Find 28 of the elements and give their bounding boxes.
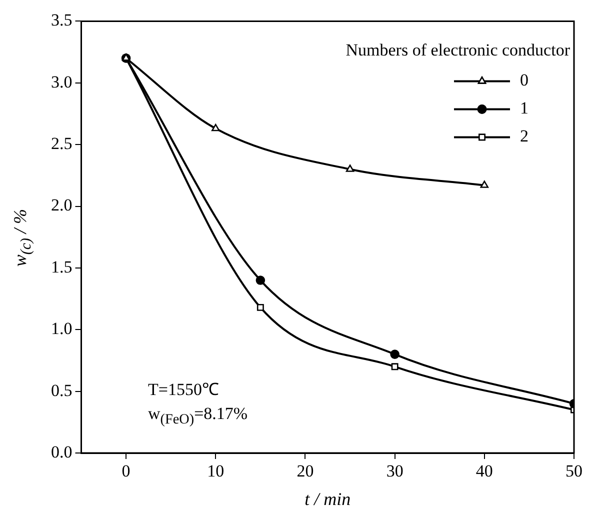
point xyxy=(212,124,220,132)
x-tick-label: 40 xyxy=(476,462,493,481)
y-tick-label: 3.5 xyxy=(51,10,72,30)
y-tick-label: 1.5 xyxy=(51,257,72,276)
point xyxy=(256,276,266,285)
x-tick-label: 20 xyxy=(296,462,314,481)
legend-label: 0 xyxy=(520,70,528,90)
y-tick-label: 0.0 xyxy=(51,442,72,462)
x-axis-title: t / min xyxy=(304,488,351,509)
x-tick-label: 30 xyxy=(386,462,404,481)
legend-title: Numbers of electronic conductor xyxy=(346,40,570,60)
point xyxy=(346,164,354,172)
y-tick-label: 1.0 xyxy=(51,319,72,338)
point xyxy=(391,363,398,370)
annotation: T=1550℃ xyxy=(148,379,220,401)
point xyxy=(480,180,489,188)
x-tick-label: 0 xyxy=(122,462,130,481)
annotation: w$_{(FeO)}$=8.17% xyxy=(148,403,248,430)
point xyxy=(256,304,264,311)
y-tick-label: 2.5 xyxy=(51,134,72,154)
legend-label: 1 xyxy=(520,98,528,118)
point xyxy=(390,350,400,359)
y-tick-label: 3.0 xyxy=(51,72,72,92)
y-tick-label: 2.0 xyxy=(51,196,72,215)
x-tick-label: 10 xyxy=(207,462,224,481)
x-tick-label: 50 xyxy=(566,462,582,481)
y-tick-label: 0.5 xyxy=(51,380,72,400)
legend-label: 2 xyxy=(520,126,528,146)
